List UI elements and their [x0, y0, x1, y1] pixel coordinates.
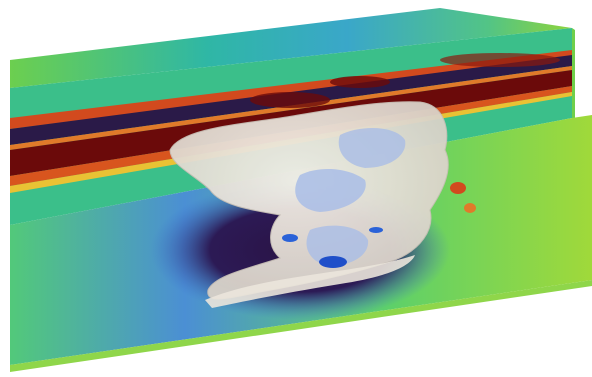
ripple: [250, 92, 330, 108]
side-face: [572, 28, 575, 118]
hot-spot: [464, 203, 476, 213]
hot-spot: [450, 182, 466, 194]
core: [319, 256, 347, 268]
ripple: [440, 53, 560, 67]
core: [369, 227, 383, 233]
ripple: [330, 76, 390, 88]
page: [0, 0, 592, 377]
volume-render: [0, 0, 592, 377]
core: [282, 234, 298, 242]
